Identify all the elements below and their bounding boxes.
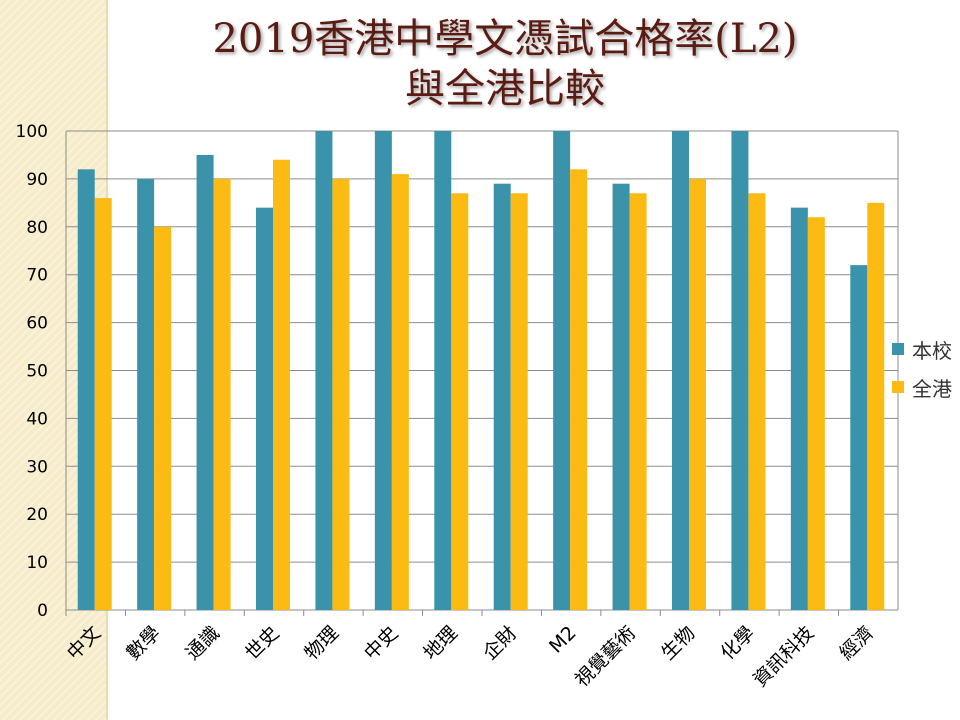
legend-item-school: 本校 <box>892 330 952 368</box>
bar-hk <box>689 178 706 610</box>
x-tick-label: 中史 <box>360 622 402 664</box>
y-tick-label: 10 <box>26 553 48 573</box>
x-tick-label: 生物 <box>657 622 699 664</box>
bar-school <box>374 131 392 610</box>
bar-hk <box>570 169 588 610</box>
legend-item-hk: 全港 <box>892 368 952 406</box>
bar-school <box>790 207 808 610</box>
bar-school <box>315 131 333 610</box>
legend-swatch-school <box>892 343 904 355</box>
bar-school <box>256 207 273 610</box>
legend-label-school: 本校 <box>912 338 952 363</box>
x-tick-label: 經濟 <box>835 622 877 664</box>
bar-hk <box>748 193 766 610</box>
bar-hk <box>510 193 528 610</box>
bar-hk <box>213 178 231 610</box>
y-tick-label: 0 <box>37 601 48 621</box>
legend-swatch-hk <box>892 381 904 393</box>
bar-school <box>77 169 95 610</box>
x-tick-label: 資訊科技 <box>749 622 818 691</box>
x-tick-label: 視覺藝術 <box>571 622 640 691</box>
y-tick-label: 80 <box>26 218 48 238</box>
bar-hk <box>154 226 172 611</box>
bar-school <box>553 131 571 610</box>
x-tick-label: 物理 <box>301 622 343 664</box>
grid-layer <box>65 130 899 616</box>
x-tick-label: 企財 <box>479 622 521 664</box>
slide-title: 2019香港中學文憑試合格率(L2) 與全港比較 <box>110 14 900 114</box>
x-tick-label: 通識 <box>182 622 224 664</box>
bar-school <box>493 183 511 610</box>
x-tick-label: 化學 <box>717 622 759 664</box>
title-line-1: 2019香港中學文憑試合格率(L2) <box>212 16 798 62</box>
bar-hk <box>332 178 350 610</box>
bar-school <box>137 178 155 610</box>
bar-school <box>672 131 689 610</box>
y-tick-label: 40 <box>26 409 48 429</box>
bar-hk <box>273 159 290 611</box>
y-tick-label: 20 <box>26 505 48 525</box>
y-tick-label: 60 <box>26 314 48 334</box>
y-tick-label: 100 <box>16 122 48 142</box>
bar-layer <box>77 131 885 611</box>
bar-school <box>196 154 214 610</box>
bar-school <box>850 265 868 610</box>
bar-school <box>434 131 452 610</box>
bar-hk <box>391 174 409 611</box>
title-line-2: 與全港比較 <box>405 66 605 112</box>
bar-hk <box>629 193 647 610</box>
bar-school <box>731 131 749 610</box>
x-tick-label: 地理 <box>419 622 461 664</box>
x-tick-label: M2 <box>545 622 581 658</box>
x-tick-label: 數學 <box>122 622 164 664</box>
legend-label-hk: 全港 <box>912 376 952 401</box>
legend: 本校 全港 <box>892 330 952 406</box>
x-tick-label: 中文 <box>63 622 105 664</box>
x-tick-label: 世史 <box>241 622 283 664</box>
y-tick-label: 90 <box>26 170 48 190</box>
bar-hk <box>451 193 469 610</box>
y-tick-label: 70 <box>26 266 48 286</box>
y-tick-label: 50 <box>26 362 48 382</box>
bar-hk <box>807 217 825 610</box>
y-tick-labels: 0 10 20 30 40 50 60 70 80 90 100 <box>16 122 48 621</box>
y-tick-label: 30 <box>26 457 48 477</box>
bar-school <box>612 183 630 610</box>
bar-hk <box>94 198 112 610</box>
bar-hk <box>867 202 885 610</box>
